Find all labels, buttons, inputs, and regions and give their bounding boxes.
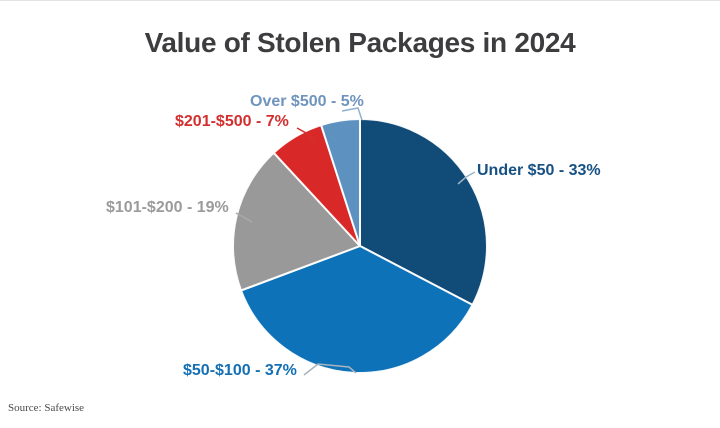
slice-label-over-500: Over $500 - 5% [250,93,364,110]
pie-slice-under-50 [359,118,488,306]
chart-title: Value of Stolen Packages in 2024 [144,27,576,58]
leader-line-50-100 [303,363,357,376]
slice-label-under-50: Under $50 - 33% [477,162,601,179]
leader-line-101-200 [235,212,253,223]
pie-slice--50-100 [240,245,474,374]
pie-slices [232,118,488,374]
leader-line-over-500 [341,107,363,121]
leader-line-under-50 [457,171,476,185]
pie-slice--101-200 [232,151,361,292]
slice-label-101-200: $101-$200 - 19% [106,199,229,216]
pie-slice-over-500 [320,118,361,247]
leader-line-201-500 [296,127,316,144]
slice-label-201-500: $201-$500 - 7% [175,113,289,130]
source-attribution: Source: Safewise [8,402,85,414]
slice-label-50-100: $50-$100 - 37% [183,362,297,379]
